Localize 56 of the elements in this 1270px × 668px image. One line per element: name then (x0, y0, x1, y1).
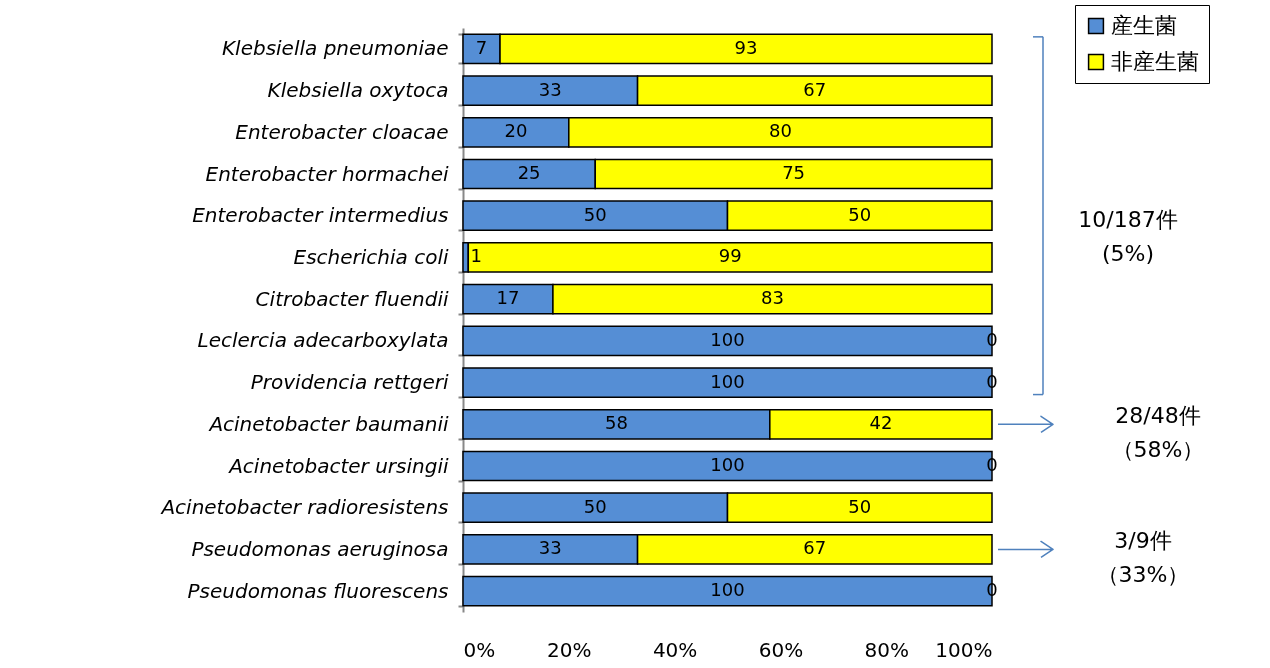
data-label: 67 (803, 78, 827, 100)
data-label: 0 (986, 370, 998, 392)
y-tick-label: Enterobacter cloacae (235, 119, 449, 144)
data-label: 17 (496, 287, 520, 309)
text: 10/187件 (1078, 206, 1178, 232)
text: （33%） (1096, 561, 1190, 587)
data-label: 50 (583, 203, 607, 225)
data-label: 100 (710, 579, 745, 601)
x-tick-label: 100% (935, 637, 993, 662)
y-tick-label: Enterobacter intermedius (192, 203, 449, 228)
data-label: 100 (710, 328, 745, 350)
data-label: 20 (504, 120, 528, 142)
y-tick-label: Acinetobacter ursingii (227, 453, 449, 478)
data-label: 25 (517, 162, 541, 183)
x-tick-label: 80% (864, 637, 909, 662)
y-tick-label: Klebsiella oxytoca (267, 78, 449, 103)
data-label: 58 (604, 412, 628, 434)
data-label: 100 (710, 370, 745, 392)
data-label: 1 (470, 245, 483, 267)
data-label: 80 (768, 120, 792, 142)
data-label: 42 (869, 412, 893, 434)
x-tick-label: 60% (758, 637, 804, 662)
x-tick-label: 20% (547, 637, 592, 662)
y-tick-label: Citrobacter fluendii (255, 286, 449, 311)
y-tick-label: Providencia rettgeri (250, 370, 449, 395)
y-tick-label: Pseudomonas aeruginosa (191, 536, 449, 561)
data-label: 50 (583, 495, 607, 517)
text: （58%） (1111, 436, 1205, 462)
text: 3/9件 (1114, 527, 1172, 553)
y-tick-label: Acinetobacter radioresistens (159, 495, 449, 520)
data-label: 75 (782, 162, 806, 183)
data-label: 0 (986, 579, 998, 601)
data-label: 0 (986, 328, 998, 350)
data-label: 33 (538, 78, 562, 100)
data-label: 50 (848, 495, 872, 517)
y-tick-label: Leclercia adecarboxylata (197, 328, 449, 353)
y-tick-label: Acinetobacter baumanii (207, 411, 449, 436)
data-label: 93 (734, 36, 758, 58)
x-tick-label: 0% (463, 637, 496, 662)
legend-label: 非産生菌 (1111, 49, 1199, 74)
data-label: 99 (718, 245, 742, 267)
data-label: 0 (986, 454, 998, 475)
x-tick-label: 40% (652, 637, 698, 662)
y-tick-label: Pseudomonas fluorescens (187, 578, 449, 603)
data-label: 33 (538, 537, 562, 559)
data-label: 83 (761, 287, 784, 309)
data-label: 100 (710, 454, 745, 475)
data-label: 7 (475, 36, 488, 58)
text: (5%) (1101, 240, 1155, 266)
data-label: 67 (803, 537, 827, 559)
text: 28/48件 (1115, 402, 1201, 428)
y-tick-label: Enterobacter hormachei (205, 161, 449, 186)
y-tick-label: Escherichia coli (293, 244, 449, 269)
data-label: 50 (848, 203, 872, 225)
y-tick-label: Klebsiella pneumoniae (221, 36, 449, 61)
legend-label: 産生菌 (1111, 13, 1177, 38)
